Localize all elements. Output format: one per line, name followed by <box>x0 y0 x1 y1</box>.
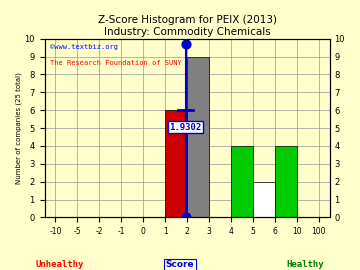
Point <box>183 42 188 46</box>
Text: Unhealthy: Unhealthy <box>36 260 84 269</box>
Text: ©www.textbiz.org: ©www.textbiz.org <box>50 44 118 50</box>
Point <box>183 215 188 220</box>
Title: Z-Score Histogram for PEIX (2013)
Industry: Commodity Chemicals: Z-Score Histogram for PEIX (2013) Indust… <box>98 15 276 37</box>
Text: The Research Foundation of SUNY: The Research Foundation of SUNY <box>50 60 182 66</box>
Text: Score: Score <box>166 260 194 269</box>
Bar <box>275 146 297 217</box>
Bar <box>187 57 209 217</box>
Text: 1.9302: 1.9302 <box>170 123 202 132</box>
Text: Healthy: Healthy <box>286 260 324 269</box>
Bar <box>253 182 275 217</box>
Bar <box>165 110 187 217</box>
Y-axis label: Number of companies (25 total): Number of companies (25 total) <box>15 72 22 184</box>
Bar <box>231 146 253 217</box>
